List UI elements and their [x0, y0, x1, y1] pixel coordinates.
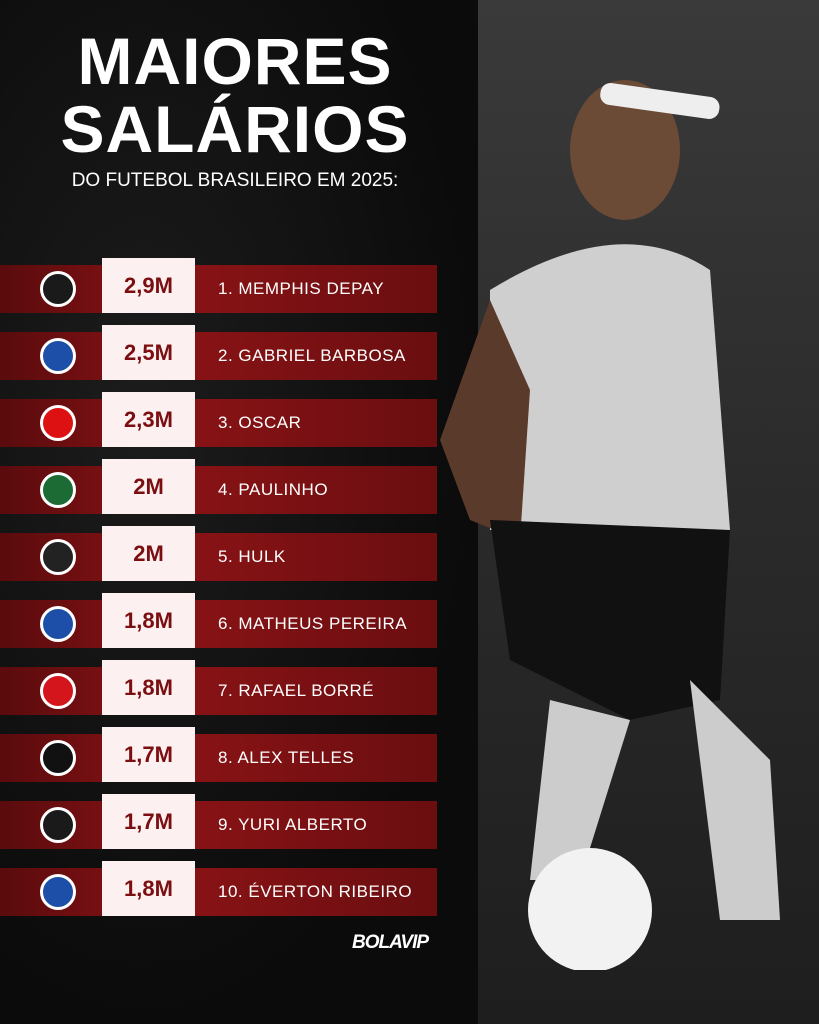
player-name: 3. OSCAR: [218, 413, 302, 432]
salary-value: 2M: [102, 526, 195, 581]
ranking-row: 2,3M 3. OSCAR: [0, 392, 437, 447]
cruzeiro-crest-icon: [40, 338, 76, 374]
internacional-crest-icon: [40, 673, 76, 709]
player-name: 5. HULK: [218, 547, 286, 566]
cruzeiro-crest-icon: [40, 606, 76, 642]
player-name: 9. YURI ALBERTO: [218, 815, 368, 834]
salary-value: 1,7M: [102, 794, 195, 849]
title-line-1: MAIORES: [77, 24, 393, 98]
ranking-row: 1,8M 10. ÉVERTON RIBEIRO: [0, 861, 437, 916]
ranking-row: 1,7M 8. ALEX TELLES: [0, 727, 437, 782]
ranking-row: 1,7M 9. YURI ALBERTO: [0, 794, 437, 849]
ranking-row: 1,8M 7. RAFAEL BORRÉ: [0, 660, 437, 715]
salary-value: 1,8M: [102, 861, 195, 916]
player-name: 1. MEMPHIS DEPAY: [218, 279, 385, 298]
salary-value: 1,8M: [102, 593, 195, 648]
ranking-row: 2,5M 2. GABRIEL BARBOSA: [0, 325, 437, 380]
title-line-2: SALÁRIOS: [60, 92, 410, 166]
bolavip-logo: BOLAVIP: [352, 932, 429, 953]
salary-value: 2,5M: [102, 325, 195, 380]
ranking-row: 2M 5. HULK: [0, 526, 437, 581]
player-name: 8. ALEX TELLES: [218, 748, 355, 767]
corinthians-crest-icon: [40, 807, 76, 843]
player-name: 6. MATHEUS PEREIRA: [218, 614, 408, 633]
salary-value: 1,8M: [102, 660, 195, 715]
player-name: 4. PAULINHO: [218, 480, 329, 499]
player-name: 10. ÉVERTON RIBEIRO: [218, 882, 413, 901]
salary-value: 2,3M: [102, 392, 195, 447]
sao-paulo-crest-icon: [40, 405, 76, 441]
ranking-row: 1,8M 6. MATHEUS PEREIRA: [0, 593, 437, 648]
player-photo: [440, 80, 780, 970]
atletico-mineiro-crest-icon: [40, 539, 76, 575]
player-name: 2. GABRIEL BARBOSA: [218, 346, 406, 365]
ranking-row: 2M 4. PAULINHO: [0, 459, 437, 514]
bahia-crest-icon: [40, 874, 76, 910]
subtitle: DO FUTEBOL BRASILEIRO EM 2025:: [71, 170, 399, 191]
palmeiras-crest-icon: [40, 472, 76, 508]
corinthians-crest-icon: [40, 271, 76, 307]
salary-value: 1,7M: [102, 727, 195, 782]
botafogo-crest-icon: [40, 740, 76, 776]
ranking-row: 2,9M 1. MEMPHIS DEPAY: [0, 258, 437, 313]
player-name: 7. RAFAEL BORRÉ: [218, 681, 375, 700]
salary-value: 2M: [102, 459, 195, 514]
salary-value: 2,9M: [102, 258, 195, 313]
